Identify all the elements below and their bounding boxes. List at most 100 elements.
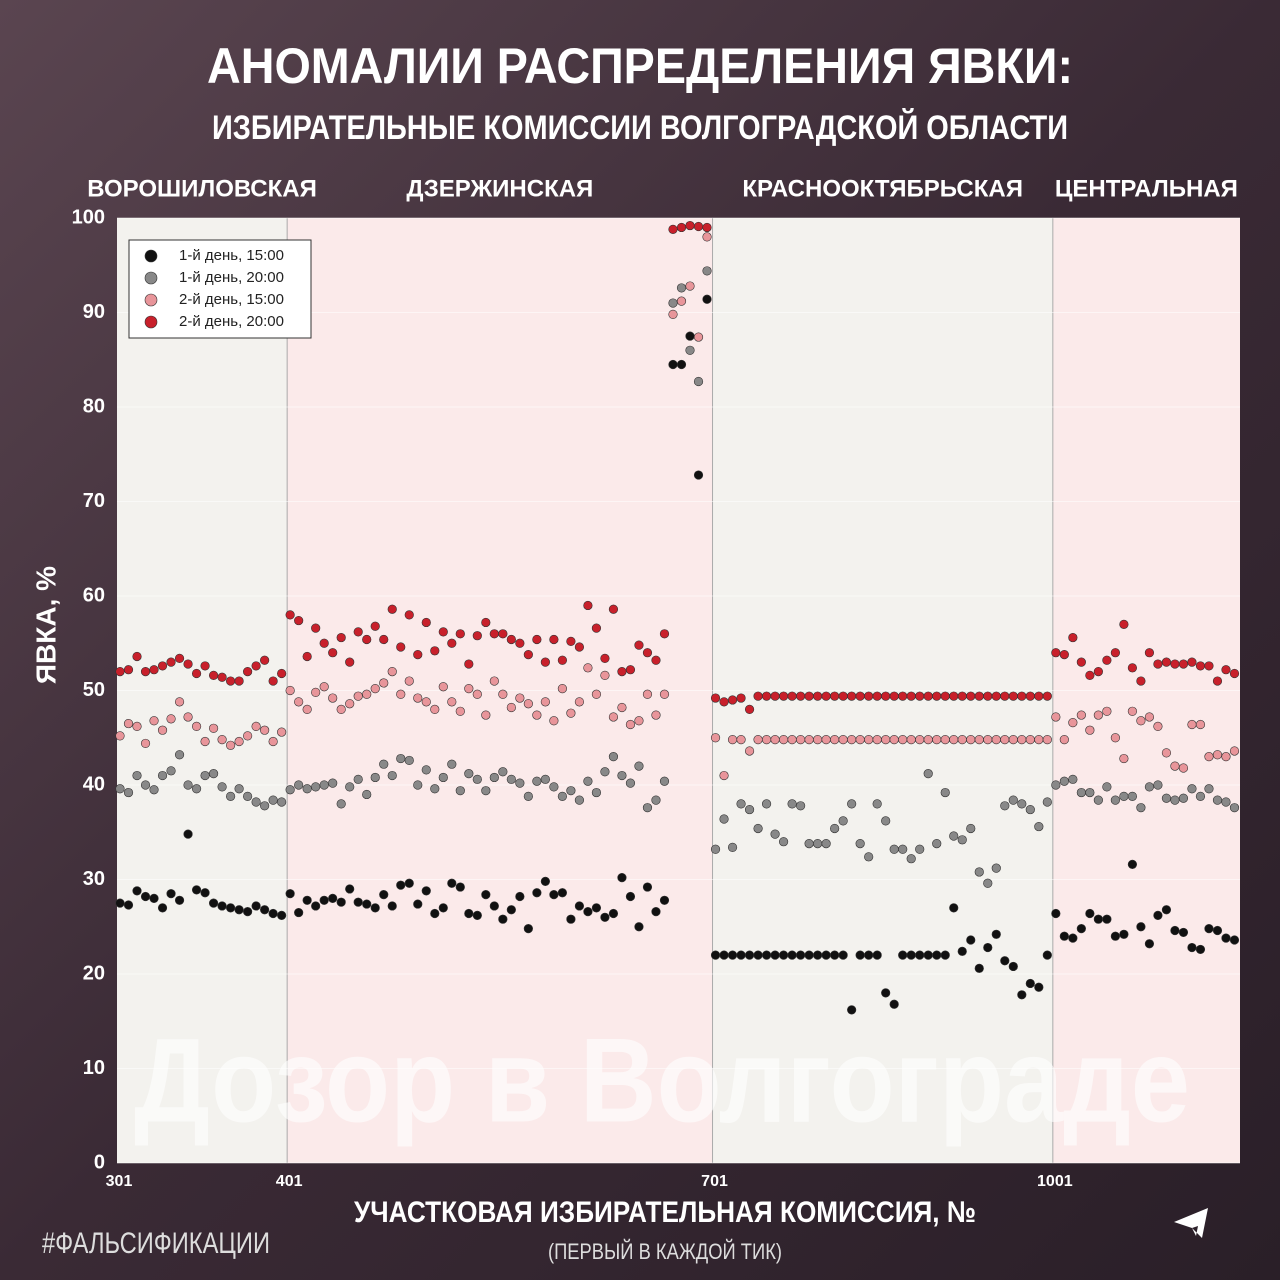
point xyxy=(583,663,593,673)
y-tick-label: 90 xyxy=(83,301,105,323)
legend-label: 2-й день, 15:00 xyxy=(179,291,284,308)
point xyxy=(260,801,270,811)
point xyxy=(991,691,1001,701)
point xyxy=(1017,691,1027,701)
point xyxy=(957,691,967,701)
y-tick-label: 60 xyxy=(83,584,105,606)
point xyxy=(864,950,874,960)
point xyxy=(1076,787,1086,798)
point xyxy=(1085,670,1095,680)
point xyxy=(787,691,797,701)
point xyxy=(370,903,380,913)
point xyxy=(489,629,499,639)
point xyxy=(600,767,610,777)
point xyxy=(1187,784,1197,794)
point xyxy=(778,691,789,701)
point xyxy=(523,699,533,709)
point xyxy=(379,678,389,688)
point xyxy=(1153,780,1163,790)
point xyxy=(1144,648,1155,658)
point xyxy=(260,905,270,915)
point xyxy=(217,782,227,792)
point xyxy=(1195,791,1206,801)
section-label: ВОРОШИЛОВСКАЯ xyxy=(87,175,317,202)
point xyxy=(770,829,780,839)
point xyxy=(1051,780,1061,790)
point xyxy=(174,653,185,663)
point xyxy=(1110,931,1120,941)
point xyxy=(277,727,287,737)
point xyxy=(498,914,508,924)
point xyxy=(387,666,397,677)
point xyxy=(345,699,355,709)
point xyxy=(481,890,491,900)
point xyxy=(676,296,687,306)
point xyxy=(506,634,516,645)
point xyxy=(1212,676,1223,686)
y-tick-label: 40 xyxy=(83,773,105,795)
point xyxy=(1093,710,1103,720)
point xyxy=(830,950,840,960)
point xyxy=(625,665,636,675)
point xyxy=(243,731,253,741)
point xyxy=(1170,761,1180,771)
point xyxy=(1042,735,1052,745)
point xyxy=(1221,797,1231,807)
point xyxy=(1025,691,1035,701)
point xyxy=(693,470,704,480)
point xyxy=(174,750,185,760)
point xyxy=(642,882,653,892)
point xyxy=(583,600,593,611)
point xyxy=(608,712,619,722)
point xyxy=(957,946,967,956)
point xyxy=(447,638,457,648)
point xyxy=(855,691,865,701)
point xyxy=(1204,661,1214,671)
point xyxy=(872,691,882,701)
point xyxy=(668,309,678,319)
point xyxy=(132,770,142,781)
point xyxy=(668,359,678,370)
point xyxy=(659,629,670,639)
point xyxy=(285,685,295,696)
x-axis-label: УЧАСТКОВАЯ ИЗБИРАТЕЛЬНАЯ КОМИССИЯ, № xyxy=(354,1196,976,1229)
point xyxy=(1093,914,1103,924)
point xyxy=(1161,748,1172,758)
point xyxy=(1229,935,1240,945)
point xyxy=(1093,795,1103,805)
point xyxy=(1153,910,1163,921)
point xyxy=(651,655,661,665)
point xyxy=(804,838,814,849)
point xyxy=(404,610,414,620)
point xyxy=(472,631,482,641)
point xyxy=(668,224,678,234)
point xyxy=(328,648,338,658)
point xyxy=(1068,632,1078,643)
point xyxy=(1127,791,1138,801)
x-tick-label: 1001 xyxy=(1037,1173,1073,1190)
point xyxy=(413,649,423,660)
point xyxy=(515,778,525,788)
point xyxy=(421,886,431,896)
point xyxy=(1059,931,1069,941)
point xyxy=(208,898,219,908)
point xyxy=(659,689,670,699)
point xyxy=(864,852,874,862)
point xyxy=(362,634,372,645)
point xyxy=(413,693,423,703)
point xyxy=(464,908,474,919)
point xyxy=(668,298,678,308)
point xyxy=(847,735,857,745)
point xyxy=(1153,659,1163,669)
point xyxy=(506,774,516,784)
point xyxy=(166,889,176,899)
point xyxy=(557,791,567,801)
point xyxy=(591,903,602,913)
point xyxy=(1008,961,1018,972)
point xyxy=(838,950,848,960)
point xyxy=(949,831,959,841)
point xyxy=(906,735,916,745)
point xyxy=(719,950,729,960)
point xyxy=(140,666,151,677)
